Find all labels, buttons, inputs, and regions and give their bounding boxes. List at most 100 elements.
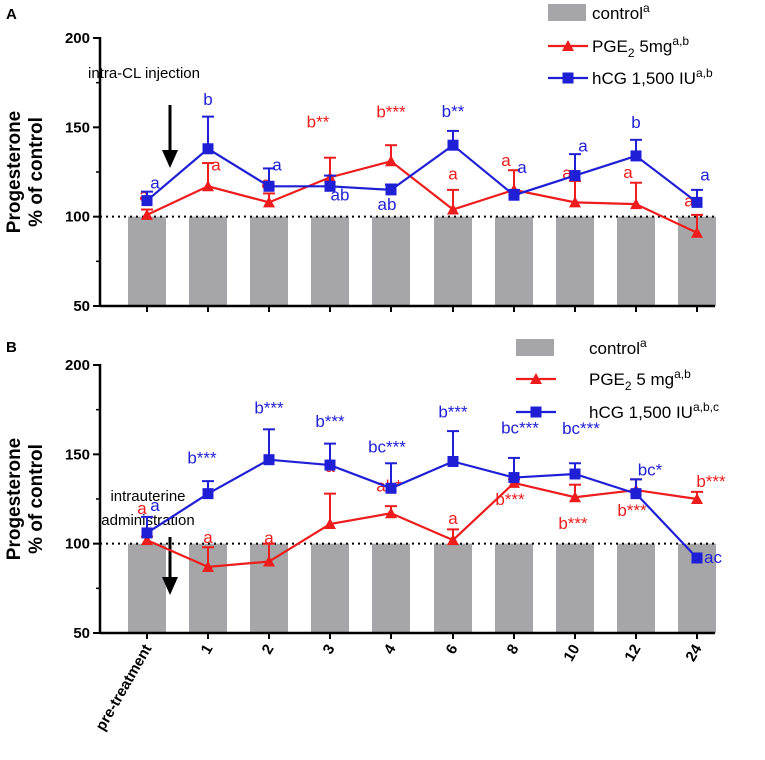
x-category-label: 24 [682, 641, 705, 665]
x-category-label: pre-treatment [92, 641, 155, 733]
hcg-sig-label: a [700, 165, 710, 184]
pge2-point [569, 196, 581, 208]
control-bar [372, 216, 410, 306]
hcg-sig-label: ab [378, 195, 397, 214]
panel-a-chart: 50 100 150 200 Progesterone% of control Aintr… [4, 1, 716, 315]
pge2-point [141, 208, 153, 220]
pge2-point [691, 226, 703, 238]
y-axis-title: Progesterone [4, 438, 25, 560]
legend-label-rest: 5mg [635, 37, 673, 56]
pge2-point [447, 203, 459, 215]
panel-letter: A [6, 6, 17, 23]
y-tick-label: 200 [65, 357, 90, 374]
hcg-point [630, 488, 642, 500]
control-bar [311, 543, 349, 633]
hcg-point [141, 527, 153, 539]
hcg-sig-label: ac [704, 548, 722, 567]
hcg-point [569, 170, 581, 182]
x-category-label: 1 [198, 642, 217, 658]
pge2-point [202, 560, 214, 572]
pge2-point [691, 493, 703, 504]
legend-superscript: a [643, 1, 650, 15]
hcg-point [691, 196, 703, 208]
hcg-sig-label: b [203, 90, 212, 109]
hcg-point [508, 189, 520, 201]
legend-label: hCG 1,500 IU [589, 403, 693, 422]
control-bar [250, 216, 288, 306]
legend-superscript: a [640, 336, 647, 350]
legend-entry: hCG 1,500 IUa,b [592, 66, 713, 88]
legend-label: PGE [589, 370, 625, 389]
x-category-label: 4 [381, 641, 400, 657]
hcg-sig-label: a [150, 496, 160, 515]
legend-entry: controla [592, 1, 650, 23]
hcg-sig-label: bc*** [501, 419, 539, 438]
hcg-sig-label: b*** [315, 412, 345, 431]
control-bar [372, 543, 410, 633]
legend-label: PGE [592, 37, 628, 56]
pge2-point [324, 518, 336, 530]
hcg-point [447, 139, 459, 151]
legend-hcg-marker [530, 406, 542, 418]
legend-label-rest: 5 mg [632, 370, 675, 389]
pge2-sig-label: a [448, 509, 458, 528]
hcg-point [569, 468, 581, 480]
pge2-point [263, 555, 275, 567]
hcg-sig-label: b*** [254, 399, 284, 418]
control-bar [189, 216, 227, 306]
hcg-point [263, 454, 275, 466]
x-category-label: 12 [621, 642, 644, 665]
legend-entry: hCG 1,500 IUa,b,c [589, 400, 719, 422]
hcg-point [202, 488, 214, 500]
hcg-sig-label: a [578, 137, 588, 156]
pge2-sig-label: a [264, 529, 274, 548]
hcg-sig-label: a [272, 155, 282, 174]
pge2-point [385, 155, 397, 167]
panel-letter: B [6, 339, 17, 356]
panel-b-chart: 50 100 150 200 Progesterone% of control Bintr… [4, 336, 726, 642]
y-tick-label: 200 [65, 30, 90, 47]
hcg-point [141, 195, 153, 207]
y-axis-subtitle: % of control [26, 117, 47, 227]
y-tick-label: 50 [73, 298, 90, 315]
legend-control-swatch [548, 4, 586, 21]
pge2-sig-label: b*** [376, 102, 406, 121]
control-bar [128, 216, 166, 306]
pge2-sig-label: a [501, 151, 511, 170]
pge2-sig-label: a [448, 165, 458, 184]
legend-label: control [589, 339, 640, 358]
control-bar [311, 216, 349, 306]
control-bar [495, 543, 533, 633]
hcg-series-line [146, 458, 698, 559]
annotation-arrow-head [162, 150, 178, 168]
hcg-point [324, 180, 336, 192]
control-bar [617, 543, 655, 633]
hcg-sig-label: a [517, 158, 527, 177]
legend-subscript: 2 [625, 379, 632, 393]
x-category-label: 8 [504, 642, 523, 658]
legend-entry: PGE2 5 mga,b [589, 367, 691, 393]
y-tick-label: 150 [65, 119, 90, 136]
hcg-series-line [146, 143, 698, 204]
hcg-point [385, 482, 397, 494]
hcg-sig-label: a [150, 174, 160, 193]
y-tick-label: 100 [65, 536, 90, 553]
hcg-point [508, 472, 520, 484]
y-axis-title: Progesterone [4, 111, 25, 233]
control-bar [556, 216, 594, 306]
legend-pge2-marker [562, 40, 574, 51]
pge2-series-line [146, 160, 698, 234]
pge2-point [385, 507, 397, 519]
legend-superscript: a,b,c [693, 400, 719, 414]
control-bar [128, 543, 166, 633]
hcg-point [324, 459, 336, 471]
legend-label: hCG 1,500 IU [592, 69, 696, 88]
x-category-label: 3 [320, 642, 339, 658]
legend-control-swatch [516, 339, 554, 356]
pge2-sig-label: a [684, 192, 694, 211]
hcg-sig-label: b*** [438, 402, 468, 421]
control-bar [434, 216, 472, 306]
pge2-sig-label: a [623, 163, 633, 182]
pge2-sig-label: b*** [495, 490, 525, 509]
